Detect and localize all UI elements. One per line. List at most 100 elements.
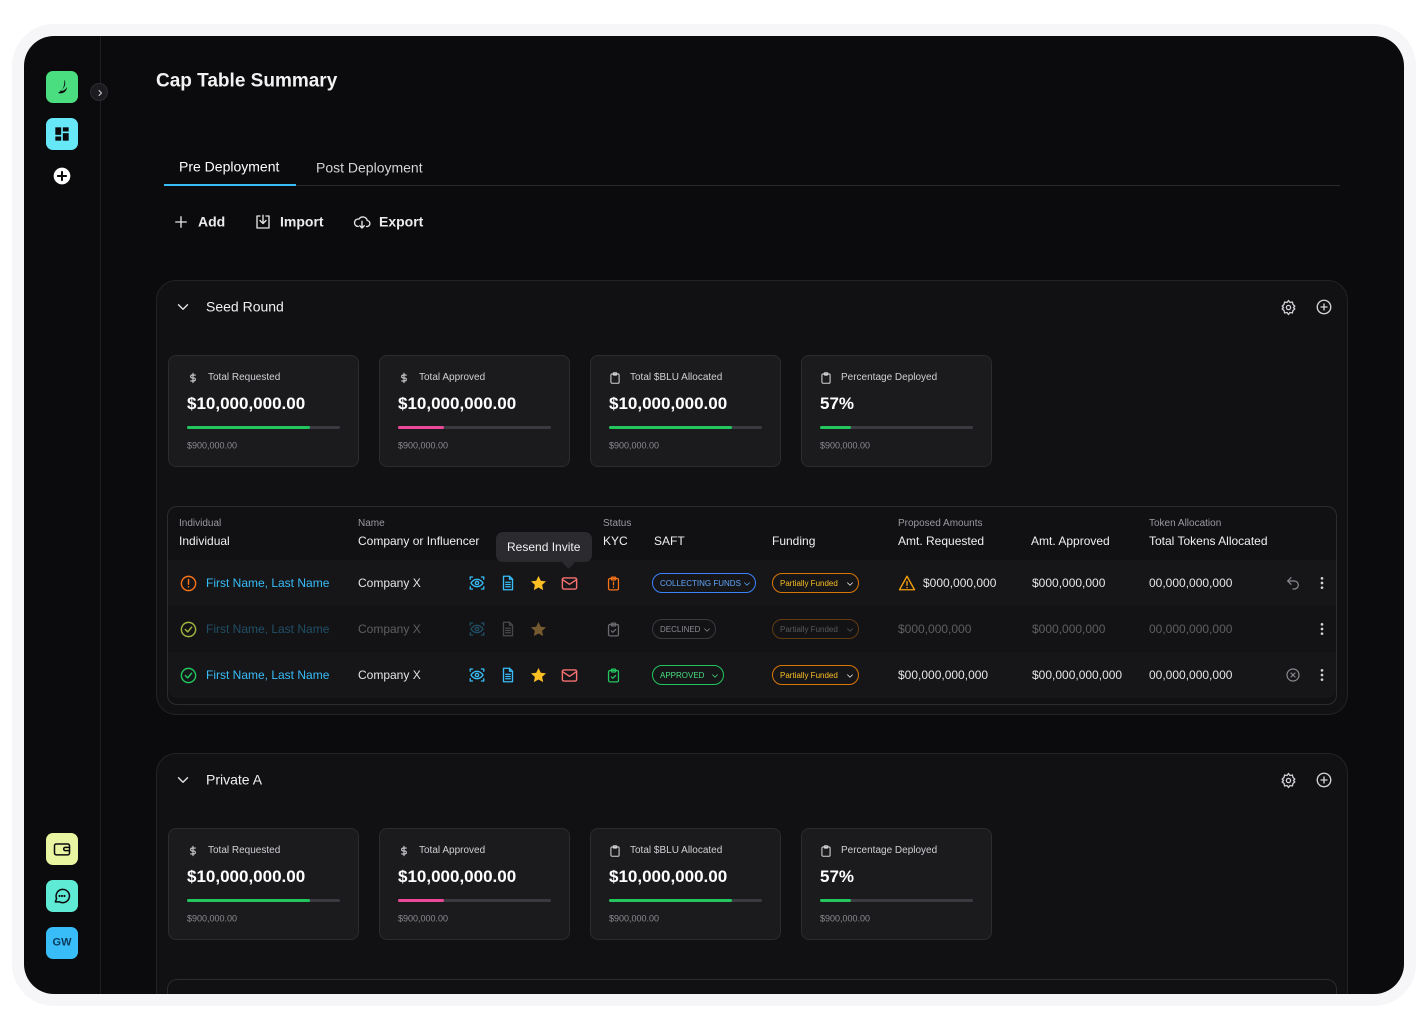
- tooltip: Resend Invite: [496, 532, 592, 562]
- progress-fill: [187, 899, 310, 902]
- resend-invite-button[interactable]: [560, 666, 579, 685]
- nav-add[interactable]: [52, 166, 72, 186]
- stat-value: $10,000,000.00: [398, 866, 517, 886]
- row-menu[interactable]: [1314, 575, 1330, 591]
- sidebar-divider: [100, 36, 101, 994]
- action-button[interactable]: Add: [198, 213, 226, 230]
- progress-fill: [820, 899, 851, 902]
- avatar-initials: GW: [52, 936, 72, 949]
- stat-icon: [819, 371, 833, 385]
- nav-dashboard[interactable]: [46, 118, 78, 150]
- funding-status[interactable]: Partially Funded: [772, 619, 859, 639]
- app-frame: GW Cap Table Summary Pre Deployment Post De…: [24, 36, 1404, 994]
- progress-track: [820, 899, 973, 902]
- document-button[interactable]: [499, 620, 517, 638]
- nav-chat-icon: [52, 886, 72, 906]
- stat-label: Total Requested: [208, 845, 281, 856]
- section-title: Seed Round: [206, 298, 284, 315]
- action-button[interactable]: Import: [280, 213, 324, 230]
- column-header: SAFT: [654, 533, 685, 548]
- tab-underline: [164, 184, 296, 186]
- stat-value: 57%: [820, 393, 855, 413]
- amount-requested: $00,000,000,000: [898, 667, 989, 682]
- add-button[interactable]: [1315, 298, 1333, 316]
- progress-track: [398, 426, 551, 429]
- avatar[interactable]: GW: [46, 927, 78, 959]
- row-menu[interactable]: [1314, 621, 1330, 637]
- star-button[interactable]: [529, 620, 548, 639]
- company: Company X: [358, 621, 421, 636]
- stat-icon: [397, 844, 411, 858]
- stat-sub: $900,000.00: [187, 913, 238, 924]
- table-row: [168, 606, 1336, 652]
- individual-name[interactable]: First Name, Last Name: [206, 667, 330, 682]
- stat-value: $10,000,000.00: [187, 866, 306, 886]
- collapse-chevron[interactable]: [174, 771, 192, 789]
- column-header: Amt. Requested: [898, 533, 985, 548]
- column-group: Token Allocation: [1149, 518, 1222, 529]
- stat-label: Percentage Deployed: [841, 372, 938, 383]
- tab[interactable]: Pre Deployment: [179, 158, 280, 175]
- undo-button[interactable]: [1285, 575, 1301, 591]
- individual-name[interactable]: First Name, Last Name: [206, 621, 330, 636]
- settings-button[interactable]: [1280, 299, 1297, 316]
- settings-button[interactable]: [1280, 772, 1297, 789]
- logo[interactable]: [46, 71, 78, 103]
- column-group: Individual: [179, 518, 222, 529]
- kyc-status: [605, 575, 622, 592]
- resend-invite-button[interactable]: [560, 574, 579, 593]
- funding-chevron: [845, 579, 855, 589]
- stat-card: [379, 355, 570, 467]
- row-menu[interactable]: [1314, 667, 1330, 683]
- stat-sub: $900,000.00: [398, 440, 449, 451]
- collapse-chevron[interactable]: [174, 298, 192, 316]
- view-button[interactable]: [468, 574, 486, 592]
- add-button[interactable]: [1315, 771, 1333, 789]
- stat-icon: [397, 371, 411, 385]
- funding-label: Partially Funded: [780, 624, 838, 634]
- document-button[interactable]: [499, 574, 517, 592]
- nav-wallet-icon: [52, 839, 72, 859]
- action-icon[interactable]: [353, 213, 371, 231]
- amount-approved: $000,000,000: [1032, 575, 1106, 590]
- document-button[interactable]: [499, 666, 517, 684]
- view-button[interactable]: [468, 620, 486, 638]
- nav-dashboard-icon: [52, 124, 72, 144]
- amount-approved: $00,000,000,000: [1032, 667, 1123, 682]
- funding-status[interactable]: Partially Funded: [772, 573, 859, 593]
- action-button[interactable]: Export: [379, 213, 424, 230]
- stat-icon: [186, 844, 200, 858]
- nav-chat[interactable]: [46, 880, 78, 912]
- stat-sub: $900,000.00: [609, 913, 660, 924]
- stat-icon: [819, 844, 833, 858]
- nav-wallet[interactable]: [46, 833, 78, 865]
- column-header: Total Tokens Allocated: [1149, 533, 1268, 548]
- star-button[interactable]: [529, 666, 548, 685]
- saft-status[interactable]: DECLINED: [652, 619, 716, 639]
- action-icon[interactable]: [172, 213, 190, 231]
- column-header: Individual: [179, 533, 230, 548]
- saft-label: APPROVED: [660, 670, 705, 680]
- chevron-right: [94, 87, 106, 99]
- stat-card: [379, 828, 570, 940]
- stat-value: $10,000,000.00: [609, 866, 728, 886]
- app: GW Cap Table Summary Pre Deployment Post De…: [24, 36, 1404, 994]
- star-button[interactable]: [529, 574, 548, 593]
- stat-icon: [186, 371, 200, 385]
- action-icon[interactable]: [254, 213, 272, 231]
- remove-button[interactable]: [1285, 667, 1301, 683]
- saft-status[interactable]: COLLECTING FUNDS: [652, 573, 756, 593]
- tab[interactable]: Post Deployment: [316, 159, 423, 176]
- funding-status[interactable]: Partially Funded: [772, 665, 859, 685]
- individual-name[interactable]: First Name, Last Name: [206, 575, 330, 590]
- tokens-allocated: 00,000,000,000: [1149, 667, 1233, 682]
- stat-card: [168, 355, 359, 467]
- stat-icon: [608, 371, 622, 385]
- column-header: Company or Influencer: [358, 533, 480, 548]
- sidebar-toggle[interactable]: [90, 83, 108, 101]
- progress-fill: [609, 426, 732, 429]
- logo-icon: [52, 77, 72, 97]
- saft-status[interactable]: APPROVED: [652, 665, 724, 685]
- view-button[interactable]: [468, 666, 486, 684]
- row-status: [179, 666, 198, 685]
